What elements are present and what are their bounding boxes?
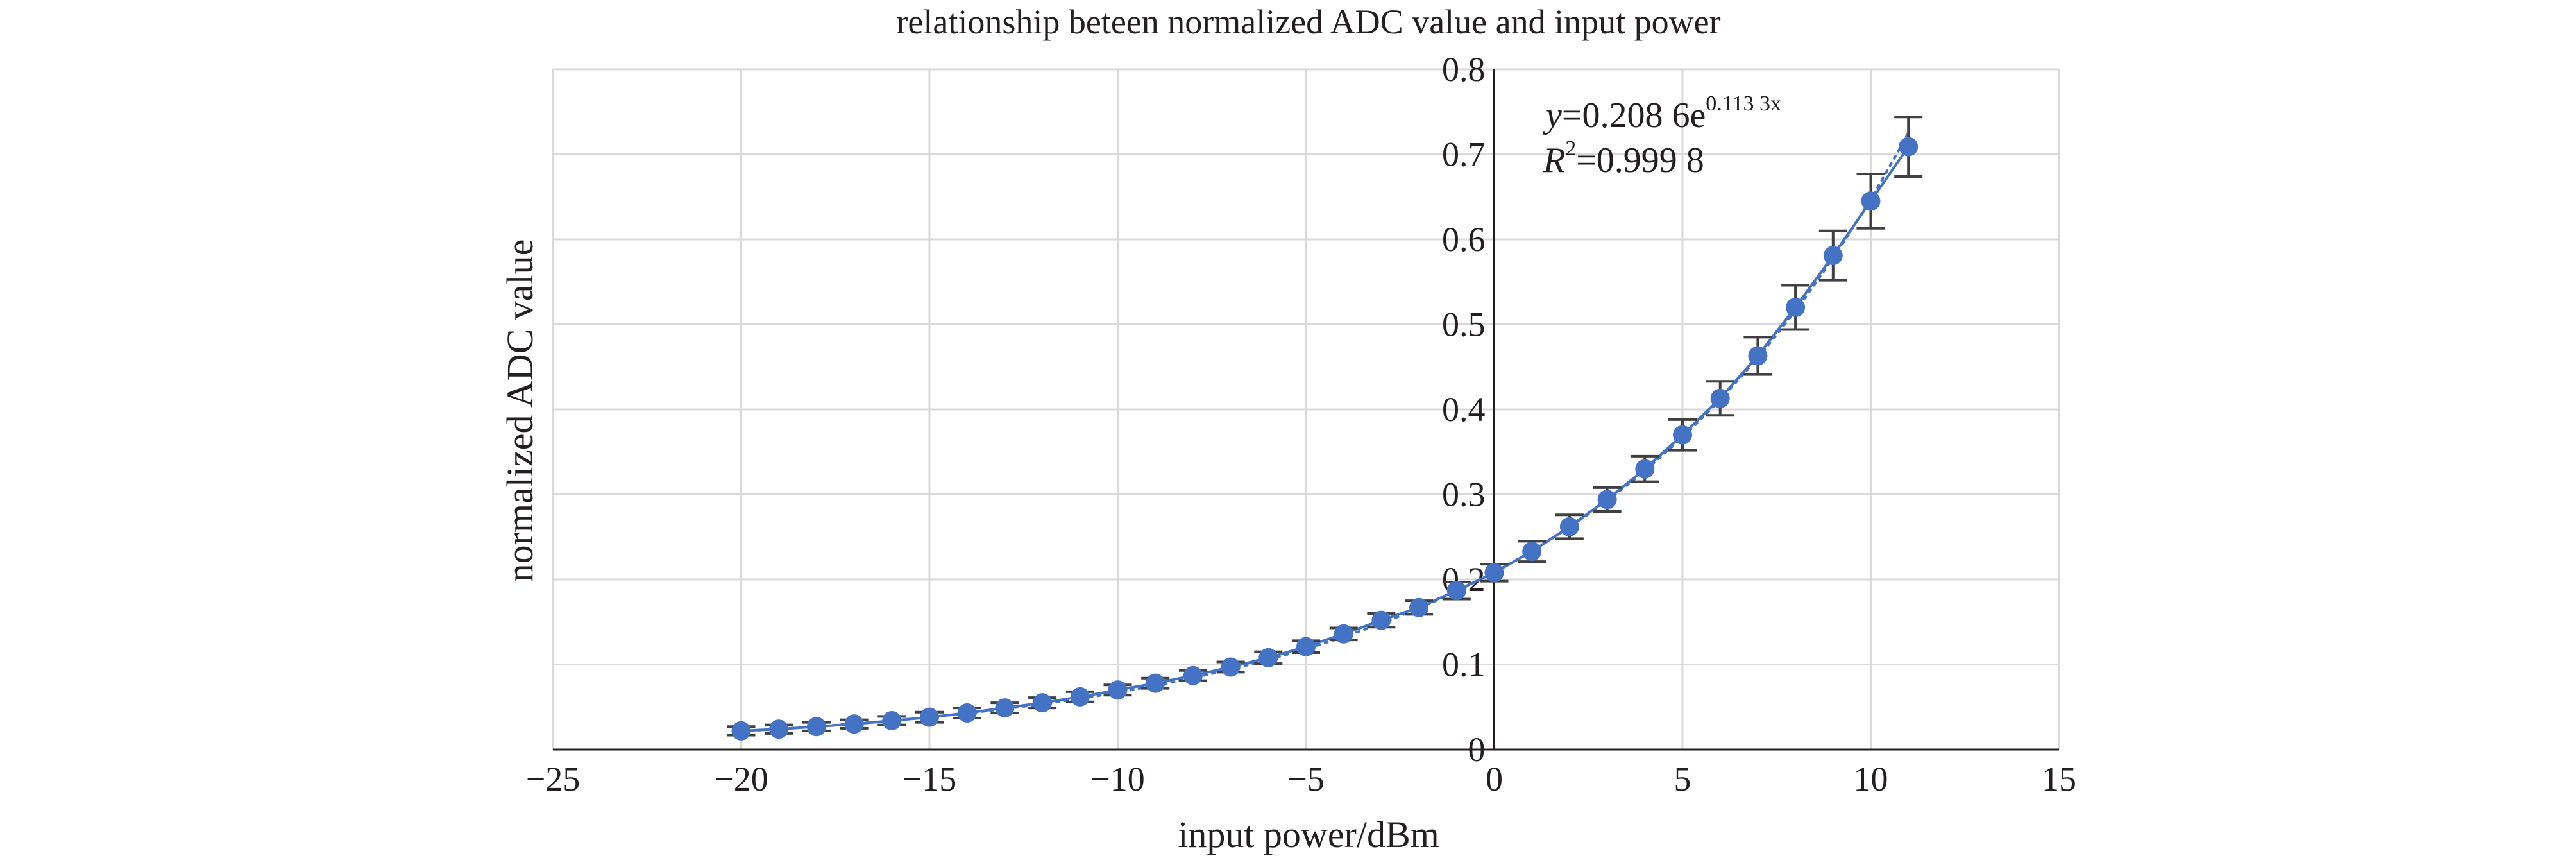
y-tick-labels: 00.10.20.30.40.50.60.70.8 [1442,50,1486,769]
data-point [1033,693,1053,713]
data-point [1334,624,1353,644]
axes [553,69,2059,751]
y-tick-label: 0.4 [1442,390,1486,429]
x-tick-label: 15 [2042,760,2076,798]
data-point [806,717,826,737]
y-tick-label: 0.6 [1442,220,1486,259]
data-point [1409,597,1429,617]
x-tick-label: −20 [714,760,768,798]
data-point [1484,563,1504,583]
data-points [731,137,1919,741]
x-tick-label: 5 [1674,760,1691,798]
x-tick-label: 10 [1854,760,1888,798]
trend-equation: y=0.208 6e0.113 3x [1543,92,1781,135]
data-point [844,714,864,734]
x-axis-label: input power/dBm [1178,814,1439,855]
y-axis-label: normalized ADC value [499,239,541,583]
data-point [1861,191,1881,211]
data-point [1183,665,1203,685]
data-point [769,719,789,739]
x-tick-label: 0 [1486,760,1503,798]
data-point [1673,425,1692,445]
data-point [1823,246,1843,266]
r-squared: R2=0.999 8 [1543,137,1704,180]
data-point [1258,648,1278,667]
x-tick-label: −25 [526,760,580,798]
data-point [1899,137,1919,157]
x-tick-label: −5 [1287,760,1324,798]
data-point [1146,673,1165,693]
x-tick-labels: −25 −20 −15 −10 −5 0 5 10 15 [526,760,2076,798]
equation-main: =0.208 6e [1562,96,1706,135]
equation-y: y [1543,96,1562,135]
y-tick-label: 0.1 [1442,646,1486,684]
data-point [1748,346,1768,366]
data-point [1786,298,1806,317]
y-tick-label: 0.5 [1442,305,1486,344]
data-point [1710,388,1730,408]
y-tick-label: 0 [1468,730,1486,769]
y-tick-label: 0.8 [1442,50,1486,89]
data-point [957,703,977,723]
data-point [1221,657,1241,677]
x-tick-label: −10 [1090,760,1144,798]
data-point [882,710,902,730]
data-point [1446,581,1466,601]
data-point [1070,687,1090,707]
r2-sup: 2 [1565,137,1576,160]
r2-r: R [1543,141,1565,180]
x-tick-label: −15 [902,760,956,798]
data-point [1108,680,1128,700]
data-point [731,721,751,741]
data-point [1522,542,1542,562]
data-point [1635,459,1655,479]
data-point [1597,490,1617,510]
chart-title: relationship beteen normalized ADC value… [896,3,1720,41]
data-point [920,707,939,727]
y-tick-label: 0.3 [1442,476,1486,514]
data-point [1559,517,1579,536]
equation-exponent: 0.113 3x [1706,92,1781,116]
data-point [995,698,1015,718]
y-tick-label: 0.7 [1442,135,1486,174]
data-point [1296,637,1316,656]
r2-value: =0.999 8 [1576,141,1704,180]
data-point [1371,610,1391,630]
